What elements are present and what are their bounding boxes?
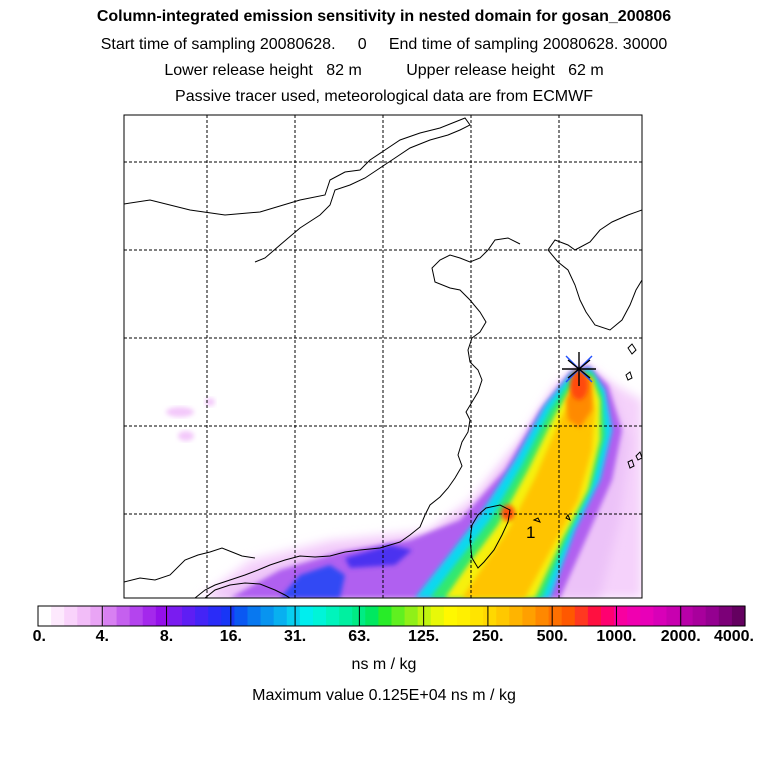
- colorbar-cell: [600, 606, 615, 626]
- colorbar-cell: [574, 606, 589, 626]
- colorbar-cell: [483, 606, 497, 626]
- colorbar-tick-label: 4.: [95, 628, 109, 645]
- colorbar-cell: [142, 606, 157, 626]
- colorbar-tick-label: 4000.: [713, 628, 755, 645]
- colorbar-cell: [391, 606, 406, 626]
- colorbar-cell: [417, 606, 432, 626]
- colorbar-cell: [103, 606, 118, 626]
- colorbar-cell: [522, 606, 537, 626]
- colorbar-cell: [731, 606, 746, 626]
- colorbar-tick-label: 31.: [283, 628, 307, 645]
- colorbar-cell: [64, 606, 78, 626]
- colorbar-cell: [456, 606, 471, 626]
- colorbar-cell: [90, 606, 105, 626]
- sensitivity-plume: [166, 365, 642, 598]
- colorbar-cell: [496, 606, 510, 626]
- colorbar-cell: [705, 606, 720, 626]
- release-height-line: Lower release height 82 m Upper release …: [164, 62, 604, 79]
- colorbar-cell: [627, 606, 641, 626]
- colorbar-unit-label: ns m / kg: [351, 656, 417, 673]
- colorbar-cell: [155, 606, 170, 626]
- colorbar-cell: [247, 606, 262, 626]
- colorbar-cell: [208, 606, 222, 626]
- cluster-label: 1: [526, 523, 535, 542]
- maximum-value-label: Maximum value 0.125E+04 ns m / kg: [252, 687, 516, 704]
- coastlines: [124, 117, 642, 598]
- receptor-asterisk-marker: [562, 352, 596, 386]
- colorbar-cell: [470, 606, 484, 626]
- colorbar-cell: [430, 606, 445, 626]
- colorbar-cell: [129, 606, 144, 626]
- colorbar-cell: [182, 606, 196, 626]
- lat-lon-grid: [124, 115, 642, 598]
- colorbar-cell: [51, 606, 65, 626]
- colorbar-cell: [77, 606, 91, 626]
- colorbar-cell: [234, 606, 249, 626]
- colorbar-tick-label: 125.: [408, 628, 440, 645]
- map-frame: [123, 114, 643, 599]
- colorbar-cell: [404, 606, 419, 626]
- colorbar-cell: [718, 606, 733, 626]
- colorbar-cell: [587, 606, 602, 626]
- colorbar-cell: [561, 606, 576, 626]
- colorbar-cell: [312, 606, 327, 626]
- colorbar-cell: [666, 606, 681, 626]
- colorbar-cell: [640, 606, 654, 626]
- colorbar-cell: [168, 606, 183, 626]
- colorbar-cell: [260, 606, 275, 626]
- colorbar-tick-label: 63.: [348, 628, 371, 645]
- colorbar-tick-label: 16.: [219, 628, 242, 645]
- tracer-info-line: Passive tracer used, meteorological data…: [175, 88, 593, 105]
- colorbar-cell: [286, 606, 301, 626]
- colorbar-cell: [535, 606, 550, 626]
- colorbar-tick-label: 500.: [536, 628, 568, 645]
- colorbar-cell: [116, 606, 131, 626]
- colorbar-frame: [37, 605, 746, 627]
- colorbar-cell: [509, 606, 524, 626]
- colorbar-cell: [365, 606, 379, 626]
- colorbar-tick-label: 0.: [32, 628, 47, 645]
- colorbar-cell: [299, 606, 314, 626]
- map-title: Column-integrated emission sensitivity i…: [96, 8, 672, 25]
- colorbar-cell: [195, 606, 209, 626]
- colorbar-cell: [378, 606, 393, 626]
- colorbar-cell: [548, 606, 563, 626]
- colorbar-tick-label: 250.: [472, 628, 504, 645]
- colorbar-cell: [326, 606, 340, 626]
- colorbar-tick-label: 2000.: [660, 628, 701, 645]
- colorbar-cell: [443, 606, 458, 626]
- sampling-time-line: Start time of sampling 20080628. 0 End t…: [100, 36, 668, 53]
- colorbar-cell: [679, 606, 694, 626]
- colorbar-cell: [38, 606, 52, 626]
- colorbar-cell: [339, 606, 353, 626]
- colorbar-cell: [273, 606, 288, 626]
- colorbar-tick-label: 8.: [159, 628, 174, 645]
- colorbar-cell: [692, 606, 707, 626]
- colorbar-cell: [221, 606, 235, 626]
- colorbar-tick-label: 1000.: [596, 628, 637, 645]
- colorbar-cell: [614, 606, 628, 626]
- colorbar-cell: [653, 606, 668, 626]
